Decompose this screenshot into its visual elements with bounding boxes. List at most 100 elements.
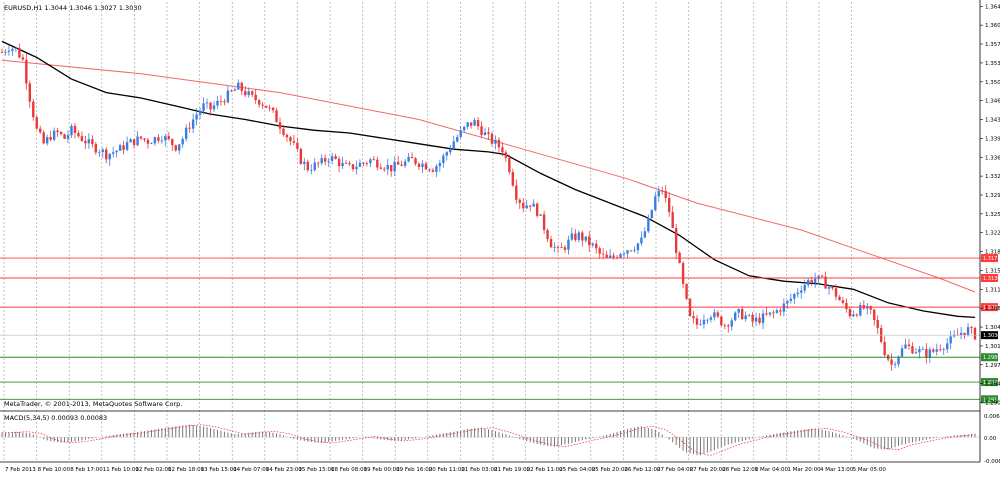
candle-body [713,312,716,318]
candle-body [539,214,542,216]
price-tick-label: 1.3360 [985,155,1000,161]
candle-body [195,114,198,120]
candle-body [636,243,640,251]
resistance-level-tag-label: 1.3082 [983,305,1000,311]
candle-body [793,294,796,299]
candle-body [216,100,219,106]
time-tick-label: 26 Feb 12:00 [624,467,661,473]
time-tick-label: 20 Feb 11:00 [429,467,466,473]
candle-body [251,91,254,95]
resistance-level-tag [981,254,998,263]
support-level-tag [981,378,998,387]
candle-body [198,110,202,115]
candle-body [344,162,348,164]
candle-body [873,309,876,320]
candle-body [21,57,25,60]
candle-body [518,199,521,203]
candle-body [45,137,49,144]
candle-body [306,161,309,171]
candle-body [70,125,73,136]
candle-body [720,316,723,326]
candle-body [282,128,285,135]
candle-body [629,250,633,252]
candle-body [244,90,247,96]
price-tick-label: 1.3255 [985,212,1000,218]
time-tick-label: 21 Feb 19:00 [494,467,531,473]
support-level-tag-label: 1.2989 [983,355,1000,361]
candle-body [633,250,636,251]
candle-body [546,229,549,240]
candle-body [376,159,379,168]
candle-body [313,162,316,170]
price-tick-label: 1.3150 [985,268,1000,274]
candle-body [230,90,233,92]
candle-body [911,346,914,354]
candle-body [369,159,372,164]
candle-body [820,275,824,277]
support-level-tag-label: 1.2943 [983,380,1000,386]
candle-body [4,51,7,53]
candle-body [657,190,660,197]
candle-body [146,139,150,144]
time-tick-label: 7 Feb 2013 [5,467,36,473]
candle-body [595,243,598,249]
candle-body [393,161,396,172]
candle-body [150,143,153,145]
candle-body [942,349,945,351]
price-tick-label: 1.2905 [985,401,1000,407]
candle-body [49,137,52,140]
price-tick-label: 1.3430 [985,118,1000,124]
price-tick-label: 1.3500 [985,80,1000,86]
price-tick-label: 1.3290 [985,193,1000,199]
candle-body [747,314,751,316]
candle-body [619,254,622,258]
candle-body [556,246,560,248]
candle-body [132,139,136,146]
candle-body [125,142,129,150]
candle-body [963,332,966,336]
candle-body [414,158,417,164]
candle-body [570,233,574,240]
candle-body [949,336,952,344]
candle-body [327,160,330,162]
candle-body [191,119,195,129]
candle-body [831,286,834,289]
candle-body [35,117,38,129]
candle-body [709,317,713,320]
candle-body [462,126,466,131]
candle-body [118,145,122,151]
price-tick-label: 1.3325 [985,174,1000,180]
candle-body [695,318,699,325]
candle-body [66,135,70,139]
candle-body [358,162,362,167]
time-tick-label: 27 Feb 04:00 [657,467,694,473]
candle-body [157,137,160,141]
candle-body [63,134,66,139]
time-tick-label: 12 Feb 02:00 [135,467,172,473]
candle-body [237,82,240,90]
candle-body [674,228,678,253]
time-tick-label: 14 Feb 07:00 [233,467,270,473]
candle-body [622,253,626,255]
candle-body [626,250,629,254]
candle-body [567,239,570,250]
candle-body [661,190,664,192]
candle-body [473,120,476,126]
price-tick-label: 1.3115 [985,287,1000,293]
time-tick-label: 18 Feb 08:00 [331,467,368,473]
candle-body [935,349,938,352]
candle-body [317,162,320,164]
candle-body [852,314,855,317]
candle-body [153,137,157,144]
support-level-tag-label: 1.2911 [983,397,1000,403]
time-tick-label: 12 Feb 18:00 [168,467,205,473]
candle-body [904,344,907,349]
candle-body [497,139,501,148]
price-tick-label: 1.3080 [985,306,1000,312]
candle-body [501,147,504,153]
candle-body [664,191,667,198]
candle-body [591,243,594,246]
